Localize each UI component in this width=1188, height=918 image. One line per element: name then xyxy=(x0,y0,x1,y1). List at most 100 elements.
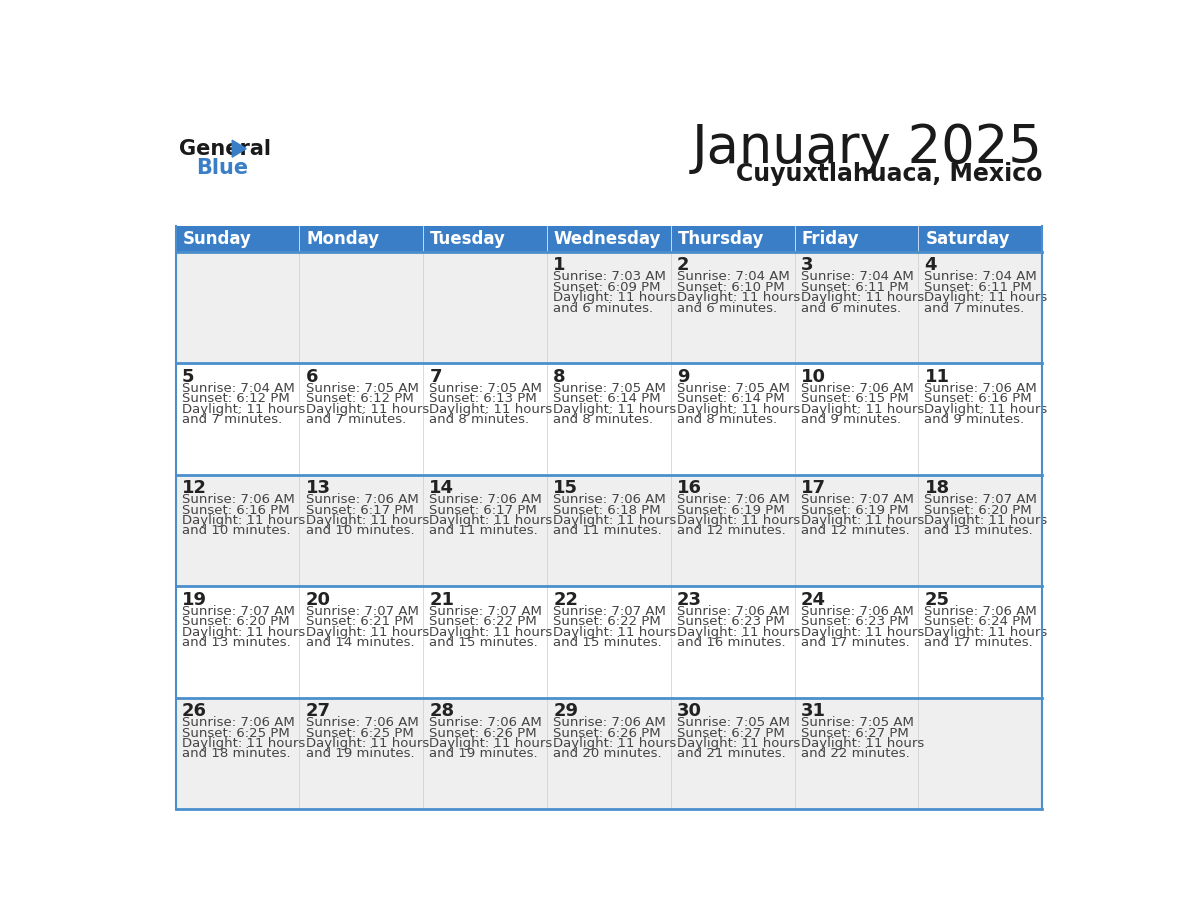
Text: Daylight: 11 hours: Daylight: 11 hours xyxy=(305,514,429,527)
Text: Sunrise: 7:07 AM: Sunrise: 7:07 AM xyxy=(182,605,295,618)
Bar xyxy=(918,587,1042,698)
Text: Daylight: 11 hours: Daylight: 11 hours xyxy=(924,403,1048,416)
Text: Daylight: 11 hours: Daylight: 11 hours xyxy=(305,737,429,750)
Bar xyxy=(671,698,795,810)
Text: Sunrise: 7:06 AM: Sunrise: 7:06 AM xyxy=(801,605,914,618)
Bar xyxy=(918,226,1042,252)
Bar xyxy=(795,475,918,587)
Text: and 16 minutes.: and 16 minutes. xyxy=(677,636,785,649)
Text: 12: 12 xyxy=(182,479,207,498)
Text: Sunset: 6:27 PM: Sunset: 6:27 PM xyxy=(801,727,909,740)
Text: Sunrise: 7:04 AM: Sunrise: 7:04 AM xyxy=(924,270,1037,284)
Text: 23: 23 xyxy=(677,591,702,609)
Text: Sunset: 6:23 PM: Sunset: 6:23 PM xyxy=(801,615,909,628)
Text: 20: 20 xyxy=(305,591,330,609)
Bar xyxy=(918,698,1042,810)
Text: Sunset: 6:24 PM: Sunset: 6:24 PM xyxy=(924,615,1032,628)
Text: Daylight: 11 hours: Daylight: 11 hours xyxy=(801,737,924,750)
Text: and 20 minutes.: and 20 minutes. xyxy=(554,747,662,760)
Text: Sunrise: 7:06 AM: Sunrise: 7:06 AM xyxy=(924,382,1037,395)
Bar xyxy=(299,698,423,810)
Bar xyxy=(176,252,299,364)
Bar xyxy=(176,364,299,475)
Text: Daylight: 11 hours: Daylight: 11 hours xyxy=(801,514,924,527)
Text: and 10 minutes.: and 10 minutes. xyxy=(182,524,290,538)
Text: Daylight: 11 hours: Daylight: 11 hours xyxy=(677,514,801,527)
Text: and 12 minutes.: and 12 minutes. xyxy=(677,524,785,538)
Text: 8: 8 xyxy=(554,368,565,386)
Bar xyxy=(299,587,423,698)
Text: Sunset: 6:19 PM: Sunset: 6:19 PM xyxy=(801,504,909,517)
Text: Daylight: 11 hours: Daylight: 11 hours xyxy=(924,291,1048,304)
Text: Sunset: 6:11 PM: Sunset: 6:11 PM xyxy=(801,281,909,294)
Bar xyxy=(299,475,423,587)
Text: and 18 minutes.: and 18 minutes. xyxy=(182,747,290,760)
Bar xyxy=(423,252,546,364)
Text: and 19 minutes.: and 19 minutes. xyxy=(429,747,538,760)
Text: Daylight: 11 hours: Daylight: 11 hours xyxy=(182,403,305,416)
Text: 31: 31 xyxy=(801,702,826,721)
Text: Daylight: 11 hours: Daylight: 11 hours xyxy=(924,625,1048,639)
Text: Sunrise: 7:07 AM: Sunrise: 7:07 AM xyxy=(429,605,542,618)
Text: Sunrise: 7:06 AM: Sunrise: 7:06 AM xyxy=(429,716,542,729)
Text: Sunset: 6:23 PM: Sunset: 6:23 PM xyxy=(677,615,785,628)
Text: Sunrise: 7:06 AM: Sunrise: 7:06 AM xyxy=(677,605,790,618)
Bar xyxy=(546,475,671,587)
Text: 10: 10 xyxy=(801,368,826,386)
Text: Sunrise: 7:06 AM: Sunrise: 7:06 AM xyxy=(305,716,418,729)
Text: and 15 minutes.: and 15 minutes. xyxy=(429,636,538,649)
Bar xyxy=(795,252,918,364)
Text: Daylight: 11 hours: Daylight: 11 hours xyxy=(554,737,676,750)
Text: and 17 minutes.: and 17 minutes. xyxy=(924,636,1034,649)
Text: Sunrise: 7:06 AM: Sunrise: 7:06 AM xyxy=(554,493,666,507)
Bar xyxy=(546,698,671,810)
Bar xyxy=(423,226,546,252)
Text: and 15 minutes.: and 15 minutes. xyxy=(554,636,662,649)
Text: Sunrise: 7:04 AM: Sunrise: 7:04 AM xyxy=(801,270,914,284)
Text: Daylight: 11 hours: Daylight: 11 hours xyxy=(554,625,676,639)
Text: 16: 16 xyxy=(677,479,702,498)
Text: Sunset: 6:20 PM: Sunset: 6:20 PM xyxy=(182,615,290,628)
Text: Sunrise: 7:06 AM: Sunrise: 7:06 AM xyxy=(801,382,914,395)
Bar xyxy=(423,587,546,698)
Text: and 12 minutes.: and 12 minutes. xyxy=(801,524,910,538)
Text: Wednesday: Wednesday xyxy=(554,230,662,248)
Text: Sunrise: 7:07 AM: Sunrise: 7:07 AM xyxy=(924,493,1037,507)
Bar xyxy=(423,698,546,810)
Text: Sunrise: 7:06 AM: Sunrise: 7:06 AM xyxy=(429,493,542,507)
Text: 15: 15 xyxy=(554,479,579,498)
Text: 26: 26 xyxy=(182,702,207,721)
Text: and 11 minutes.: and 11 minutes. xyxy=(554,524,662,538)
Text: and 13 minutes.: and 13 minutes. xyxy=(182,636,291,649)
Bar xyxy=(918,475,1042,587)
Text: Sunset: 6:10 PM: Sunset: 6:10 PM xyxy=(677,281,784,294)
Text: Sunset: 6:16 PM: Sunset: 6:16 PM xyxy=(924,392,1032,405)
Text: Sunset: 6:14 PM: Sunset: 6:14 PM xyxy=(677,392,784,405)
Text: 17: 17 xyxy=(801,479,826,498)
Text: 5: 5 xyxy=(182,368,195,386)
Text: and 9 minutes.: and 9 minutes. xyxy=(924,413,1024,426)
Text: 25: 25 xyxy=(924,591,949,609)
Bar xyxy=(918,252,1042,364)
Text: 22: 22 xyxy=(554,591,579,609)
Text: Monday: Monday xyxy=(307,230,379,248)
Bar xyxy=(546,226,671,252)
Text: and 8 minutes.: and 8 minutes. xyxy=(677,413,777,426)
Text: Sunset: 6:12 PM: Sunset: 6:12 PM xyxy=(182,392,290,405)
Text: Sunset: 6:15 PM: Sunset: 6:15 PM xyxy=(801,392,909,405)
Text: Daylight: 11 hours: Daylight: 11 hours xyxy=(677,403,801,416)
Text: Sunset: 6:09 PM: Sunset: 6:09 PM xyxy=(554,281,661,294)
Text: Sunday: Sunday xyxy=(183,230,252,248)
Bar xyxy=(671,364,795,475)
Text: and 22 minutes.: and 22 minutes. xyxy=(801,747,910,760)
Bar xyxy=(546,364,671,475)
Text: and 10 minutes.: and 10 minutes. xyxy=(305,524,415,538)
Text: Daylight: 11 hours: Daylight: 11 hours xyxy=(924,514,1048,527)
Text: Sunrise: 7:05 AM: Sunrise: 7:05 AM xyxy=(801,716,914,729)
Text: 4: 4 xyxy=(924,256,937,274)
Text: Sunrise: 7:05 AM: Sunrise: 7:05 AM xyxy=(429,382,542,395)
Text: Daylight: 11 hours: Daylight: 11 hours xyxy=(677,625,801,639)
Text: Sunset: 6:20 PM: Sunset: 6:20 PM xyxy=(924,504,1032,517)
Text: 3: 3 xyxy=(801,256,814,274)
Polygon shape xyxy=(232,140,246,157)
